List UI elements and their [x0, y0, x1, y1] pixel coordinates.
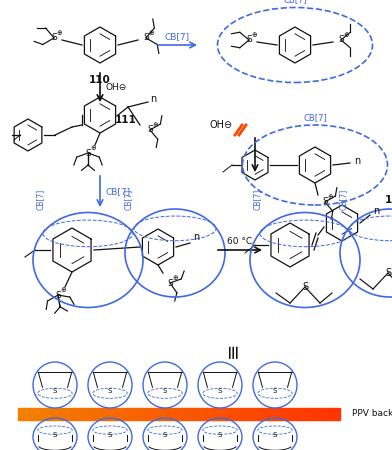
- Text: n: n: [150, 94, 156, 104]
- Text: n: n: [354, 156, 360, 166]
- Text: S: S: [55, 291, 61, 300]
- Text: S: S: [147, 126, 153, 135]
- Text: 112: 112: [385, 195, 392, 205]
- Text: S: S: [163, 432, 167, 438]
- Text: S: S: [273, 387, 277, 393]
- Text: S: S: [218, 432, 222, 438]
- Text: ⊕: ⊕: [148, 30, 154, 36]
- Text: 60 °C: 60 °C: [227, 237, 252, 246]
- Text: PPV backbone: PPV backbone: [352, 410, 392, 418]
- Text: CB[7]: CB[7]: [283, 0, 307, 4]
- Text: ⊕: ⊕: [152, 122, 158, 128]
- Text: ⊕: ⊕: [327, 194, 333, 200]
- Text: S: S: [338, 36, 344, 45]
- Text: CB[7]: CB[7]: [106, 187, 131, 196]
- Text: 110: 110: [89, 75, 111, 85]
- Text: S: S: [163, 387, 167, 393]
- Text: CB[7]: CB[7]: [252, 189, 261, 210]
- Text: CB[7]: CB[7]: [339, 189, 347, 210]
- Text: S: S: [53, 432, 57, 438]
- Text: CB[7]: CB[7]: [123, 189, 132, 210]
- Text: S: S: [218, 387, 222, 393]
- Text: OH⊖: OH⊖: [106, 83, 127, 92]
- Text: S: S: [53, 387, 57, 393]
- Text: ≡: ≡: [223, 342, 241, 358]
- Text: S: S: [85, 148, 91, 157]
- Text: n: n: [193, 232, 199, 242]
- Text: ⊕: ⊕: [60, 287, 66, 293]
- Text: S: S: [302, 282, 308, 292]
- Text: ⊕: ⊕: [172, 275, 178, 281]
- Text: n: n: [373, 206, 379, 216]
- Text: S: S: [322, 198, 328, 207]
- Text: S: S: [108, 387, 112, 393]
- Text: ⊕: ⊕: [343, 32, 349, 38]
- Text: S: S: [143, 33, 149, 42]
- Text: OH⊖: OH⊖: [210, 120, 233, 130]
- Text: S: S: [273, 432, 277, 438]
- Text: S: S: [108, 432, 112, 438]
- Text: ⊕: ⊕: [251, 32, 257, 38]
- Text: ⊕: ⊕: [90, 145, 96, 151]
- Text: CB[7]: CB[7]: [36, 189, 45, 210]
- Text: 111: 111: [115, 115, 137, 125]
- Text: S: S: [167, 279, 173, 288]
- Text: ⊕: ⊕: [56, 30, 62, 36]
- Text: CB[7]: CB[7]: [303, 113, 327, 122]
- Text: CB[7]: CB[7]: [165, 32, 190, 41]
- Text: S: S: [246, 36, 252, 45]
- Text: S: S: [51, 33, 57, 42]
- Text: S: S: [385, 268, 391, 278]
